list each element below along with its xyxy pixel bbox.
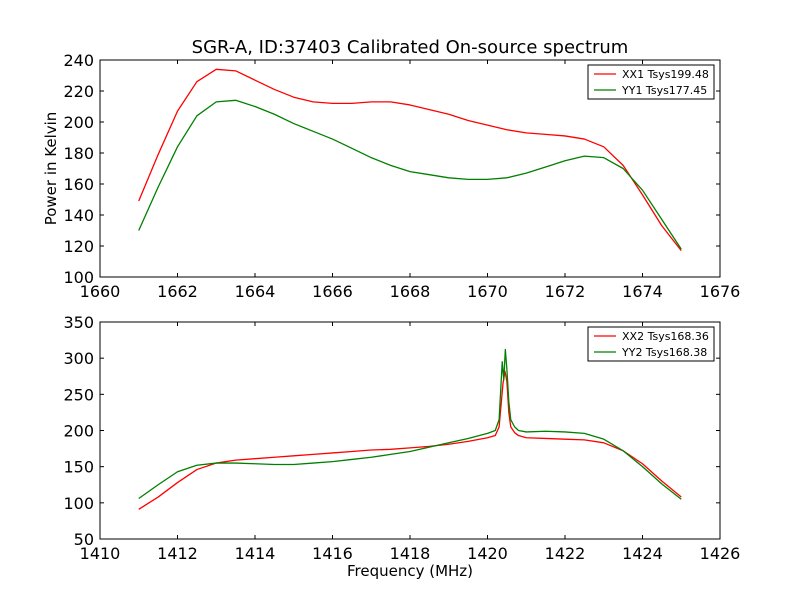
x-tick-label: 1674 [622, 282, 663, 301]
x-tick-label: 1672 [545, 282, 586, 301]
y-tick-label: 100 [63, 494, 94, 513]
x-tick-label: 1420 [467, 544, 508, 563]
legend-entry: YY1 Tsys177.45 [621, 84, 707, 97]
series-line-1 [138, 370, 682, 510]
y-tick-label: 140 [63, 206, 94, 225]
y-tick-label: 250 [63, 385, 94, 404]
y-tick-label: 150 [63, 458, 94, 477]
series-line-1 [138, 68, 682, 252]
top-panel: 1660 1662 1664 1666 1668 1670 1672 1674 1676 100 1… [42, 51, 740, 301]
y-tick-label: 100 [63, 268, 94, 287]
x-tick-label: 1426 [700, 544, 741, 563]
x-tick-label: 1424 [622, 544, 663, 563]
legend-entry: XX2 Tsys168.36 [622, 330, 709, 343]
bottom-panel: 1410 1412 1414 1416 1418 1420 1422 1424 1426 50 10… [63, 313, 740, 580]
y-tick-label: 180 [63, 144, 94, 163]
chart-title: SGR-A, ID:37403 Calibrated On-source spe… [192, 37, 629, 58]
y-tick-label: 120 [63, 237, 94, 256]
x-tick-label: 1422 [545, 544, 586, 563]
x-tick-label: 1668 [390, 282, 431, 301]
x-tick-label: 1664 [235, 282, 276, 301]
y-tick-label: 220 [63, 82, 94, 101]
legend: XX2 Tsys168.36 YY2 Tsys168.38 [587, 326, 715, 362]
series-line-2 [138, 348, 682, 500]
y-tick-label: 350 [63, 313, 94, 332]
x-tick-label: 1412 [157, 544, 198, 563]
x-tick-label: 1410 [80, 544, 121, 563]
y-tick-label: 200 [63, 113, 94, 132]
y-axis-label: Power in Kelvin [42, 112, 60, 226]
x-tick-label: 1670 [467, 282, 508, 301]
x-axis-label: Frequency (MHz) [347, 562, 473, 580]
legend-entry: XX1 Tsys199.48 [622, 68, 709, 81]
x-tick-label: 1676 [700, 282, 741, 301]
x-tick-label: 1666 [312, 282, 353, 301]
y-tick-label: 300 [63, 349, 94, 368]
legend-box [587, 326, 715, 362]
legend: XX1 Tsys199.48 YY1 Tsys177.45 [587, 64, 715, 100]
x-tick-label: 1418 [390, 544, 431, 563]
x-tick-label: 1662 [157, 282, 198, 301]
y-tick-label: 240 [63, 51, 94, 70]
legend-box [587, 64, 715, 100]
y-tick-label: 200 [63, 422, 94, 441]
x-tick-label: 1414 [235, 544, 276, 563]
x-tick-label: 1416 [312, 544, 353, 563]
x-tick-label: 1660 [80, 282, 121, 301]
series-line-2 [138, 99, 682, 250]
y-tick-label: 50 [74, 530, 94, 549]
y-tick-label: 160 [63, 175, 94, 194]
legend-entry: YY2 Tsys168.38 [621, 346, 707, 359]
